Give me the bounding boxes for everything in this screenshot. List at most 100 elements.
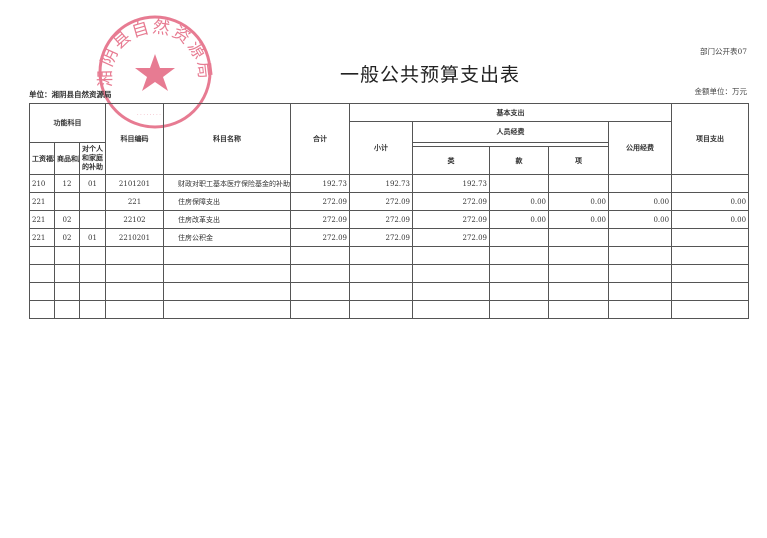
empty-cell (290, 264, 350, 283)
empty-cell (671, 246, 750, 265)
empty-cell (548, 264, 609, 283)
cell-lei: 221 (29, 210, 55, 229)
cell-code: 221 (105, 192, 164, 211)
header-public-funds: 公用经费 (607, 121, 673, 175)
empty-cell (548, 282, 609, 301)
empty-cell (54, 264, 80, 283)
cell-total: 272.09 (290, 228, 350, 247)
cell-public: 0.00 (607, 210, 673, 229)
empty-cell (607, 300, 673, 319)
cell-public (607, 174, 673, 193)
empty-cell (79, 282, 106, 301)
table-row: 221 02 22102 住房改革支出 272.09 272.09 272.09 0.00 0.… (29, 210, 750, 229)
empty-cell (290, 282, 350, 301)
cell-goods (489, 228, 549, 247)
empty-cell (489, 300, 549, 319)
header-personnel: 人员经费 (412, 121, 609, 143)
empty-cell (412, 264, 490, 283)
empty-cell (548, 300, 609, 319)
empty-cell (548, 246, 609, 265)
table-row: 221 221 住房保障支出 272.09 272.09 272.09 0.00 0.00 0.… (29, 192, 750, 211)
budget-expenditure-table: 功能科目 科目编码 科目名称 合计 基本支出 项目支出 小计 人员经费 公用经费… (29, 103, 750, 319)
empty-cell (671, 264, 750, 283)
empty-cell (412, 246, 490, 265)
empty-cell (607, 264, 673, 283)
cell-goods: 0.00 (489, 192, 549, 211)
cell-total: 192.73 (290, 174, 350, 193)
unit-label: 单位：湘阴县自然资源局 (29, 90, 112, 99)
table-row: 210 12 01 2101201 财政对职工基本医疗保险基金的补助 192.73 192.… (29, 174, 750, 193)
empty-cell (671, 300, 750, 319)
cell-xiang (79, 192, 106, 211)
cell-lei: 221 (29, 192, 55, 211)
cell-wages: 272.09 (412, 228, 490, 247)
header-project-expense: 项目支出 (671, 103, 750, 175)
cell-wages: 272.09 (412, 192, 490, 211)
header-basic-expense: 基本支出 (348, 103, 673, 122)
empty-cell (163, 264, 291, 283)
cell-goods (489, 174, 549, 193)
header-kuan: 款 (489, 146, 549, 175)
empty-cell (163, 282, 291, 301)
cell-total: 272.09 (290, 210, 350, 229)
header-xiang: 项 (548, 146, 609, 175)
cell-project: 0.00 (671, 192, 750, 211)
cell-public (607, 228, 673, 247)
cell-kuan: 12 (54, 174, 80, 193)
cell-project (671, 228, 750, 247)
empty-cell (349, 300, 413, 319)
empty-cell (54, 246, 80, 265)
empty-cell (607, 246, 673, 265)
cell-kuan (54, 192, 80, 211)
cell-name: 住房公积金 (163, 228, 291, 247)
empty-cell (105, 246, 164, 265)
cell-subtotal: 272.09 (349, 192, 413, 211)
header-lei: 类 (412, 146, 490, 175)
header-subject-name: 科目名称 (163, 103, 291, 175)
cell-subtotal: 272.09 (349, 210, 413, 229)
empty-cell (349, 264, 413, 283)
empty-table-row (29, 300, 750, 319)
empty-cell (29, 264, 55, 283)
cell-xiang: 01 (79, 228, 106, 247)
header-individual-family: 对个人和家庭的补助 (79, 142, 106, 175)
empty-cell (489, 282, 549, 301)
cell-individual: 0.00 (548, 210, 609, 229)
cell-subtotal: 192.73 (349, 174, 413, 193)
cell-name: 住房保障支出 (163, 192, 291, 211)
empty-cell (29, 282, 55, 301)
cell-name: 财政对职工基本医疗保险基金的补助 (163, 174, 291, 193)
empty-cell (105, 282, 164, 301)
empty-cell (489, 264, 549, 283)
table-row: 221 02 01 2210201 住房公积金 272.09 272.09 272.09 (29, 228, 750, 247)
empty-cell (54, 282, 80, 301)
cell-code: 2101201 (105, 174, 164, 193)
empty-cell (105, 300, 164, 319)
empty-cell (290, 300, 350, 319)
empty-cell (349, 246, 413, 265)
cell-individual (548, 228, 609, 247)
page-title: 一般公共预算支出表 (340, 64, 521, 86)
empty-cell (607, 282, 673, 301)
empty-cell (79, 246, 106, 265)
empty-table-row (29, 246, 750, 265)
cell-individual: 0.00 (548, 192, 609, 211)
empty-cell (163, 300, 291, 319)
empty-cell (412, 282, 490, 301)
cell-lei: 221 (29, 228, 55, 247)
empty-cell (105, 264, 164, 283)
header-total: 合计 (290, 103, 350, 175)
header-function-subject: 功能科目 (29, 103, 106, 143)
cell-total: 272.09 (290, 192, 350, 211)
cell-xiang (79, 210, 106, 229)
empty-cell (163, 246, 291, 265)
empty-cell (29, 246, 55, 265)
empty-cell (290, 246, 350, 265)
cell-xiang: 01 (79, 174, 106, 193)
cell-lei: 210 (29, 174, 55, 193)
empty-cell (79, 300, 106, 319)
cell-public: 0.00 (607, 192, 673, 211)
amount-unit-label: 金额单位：万元 (694, 87, 748, 96)
cell-wages: 192.73 (412, 174, 490, 193)
empty-cell (412, 300, 490, 319)
